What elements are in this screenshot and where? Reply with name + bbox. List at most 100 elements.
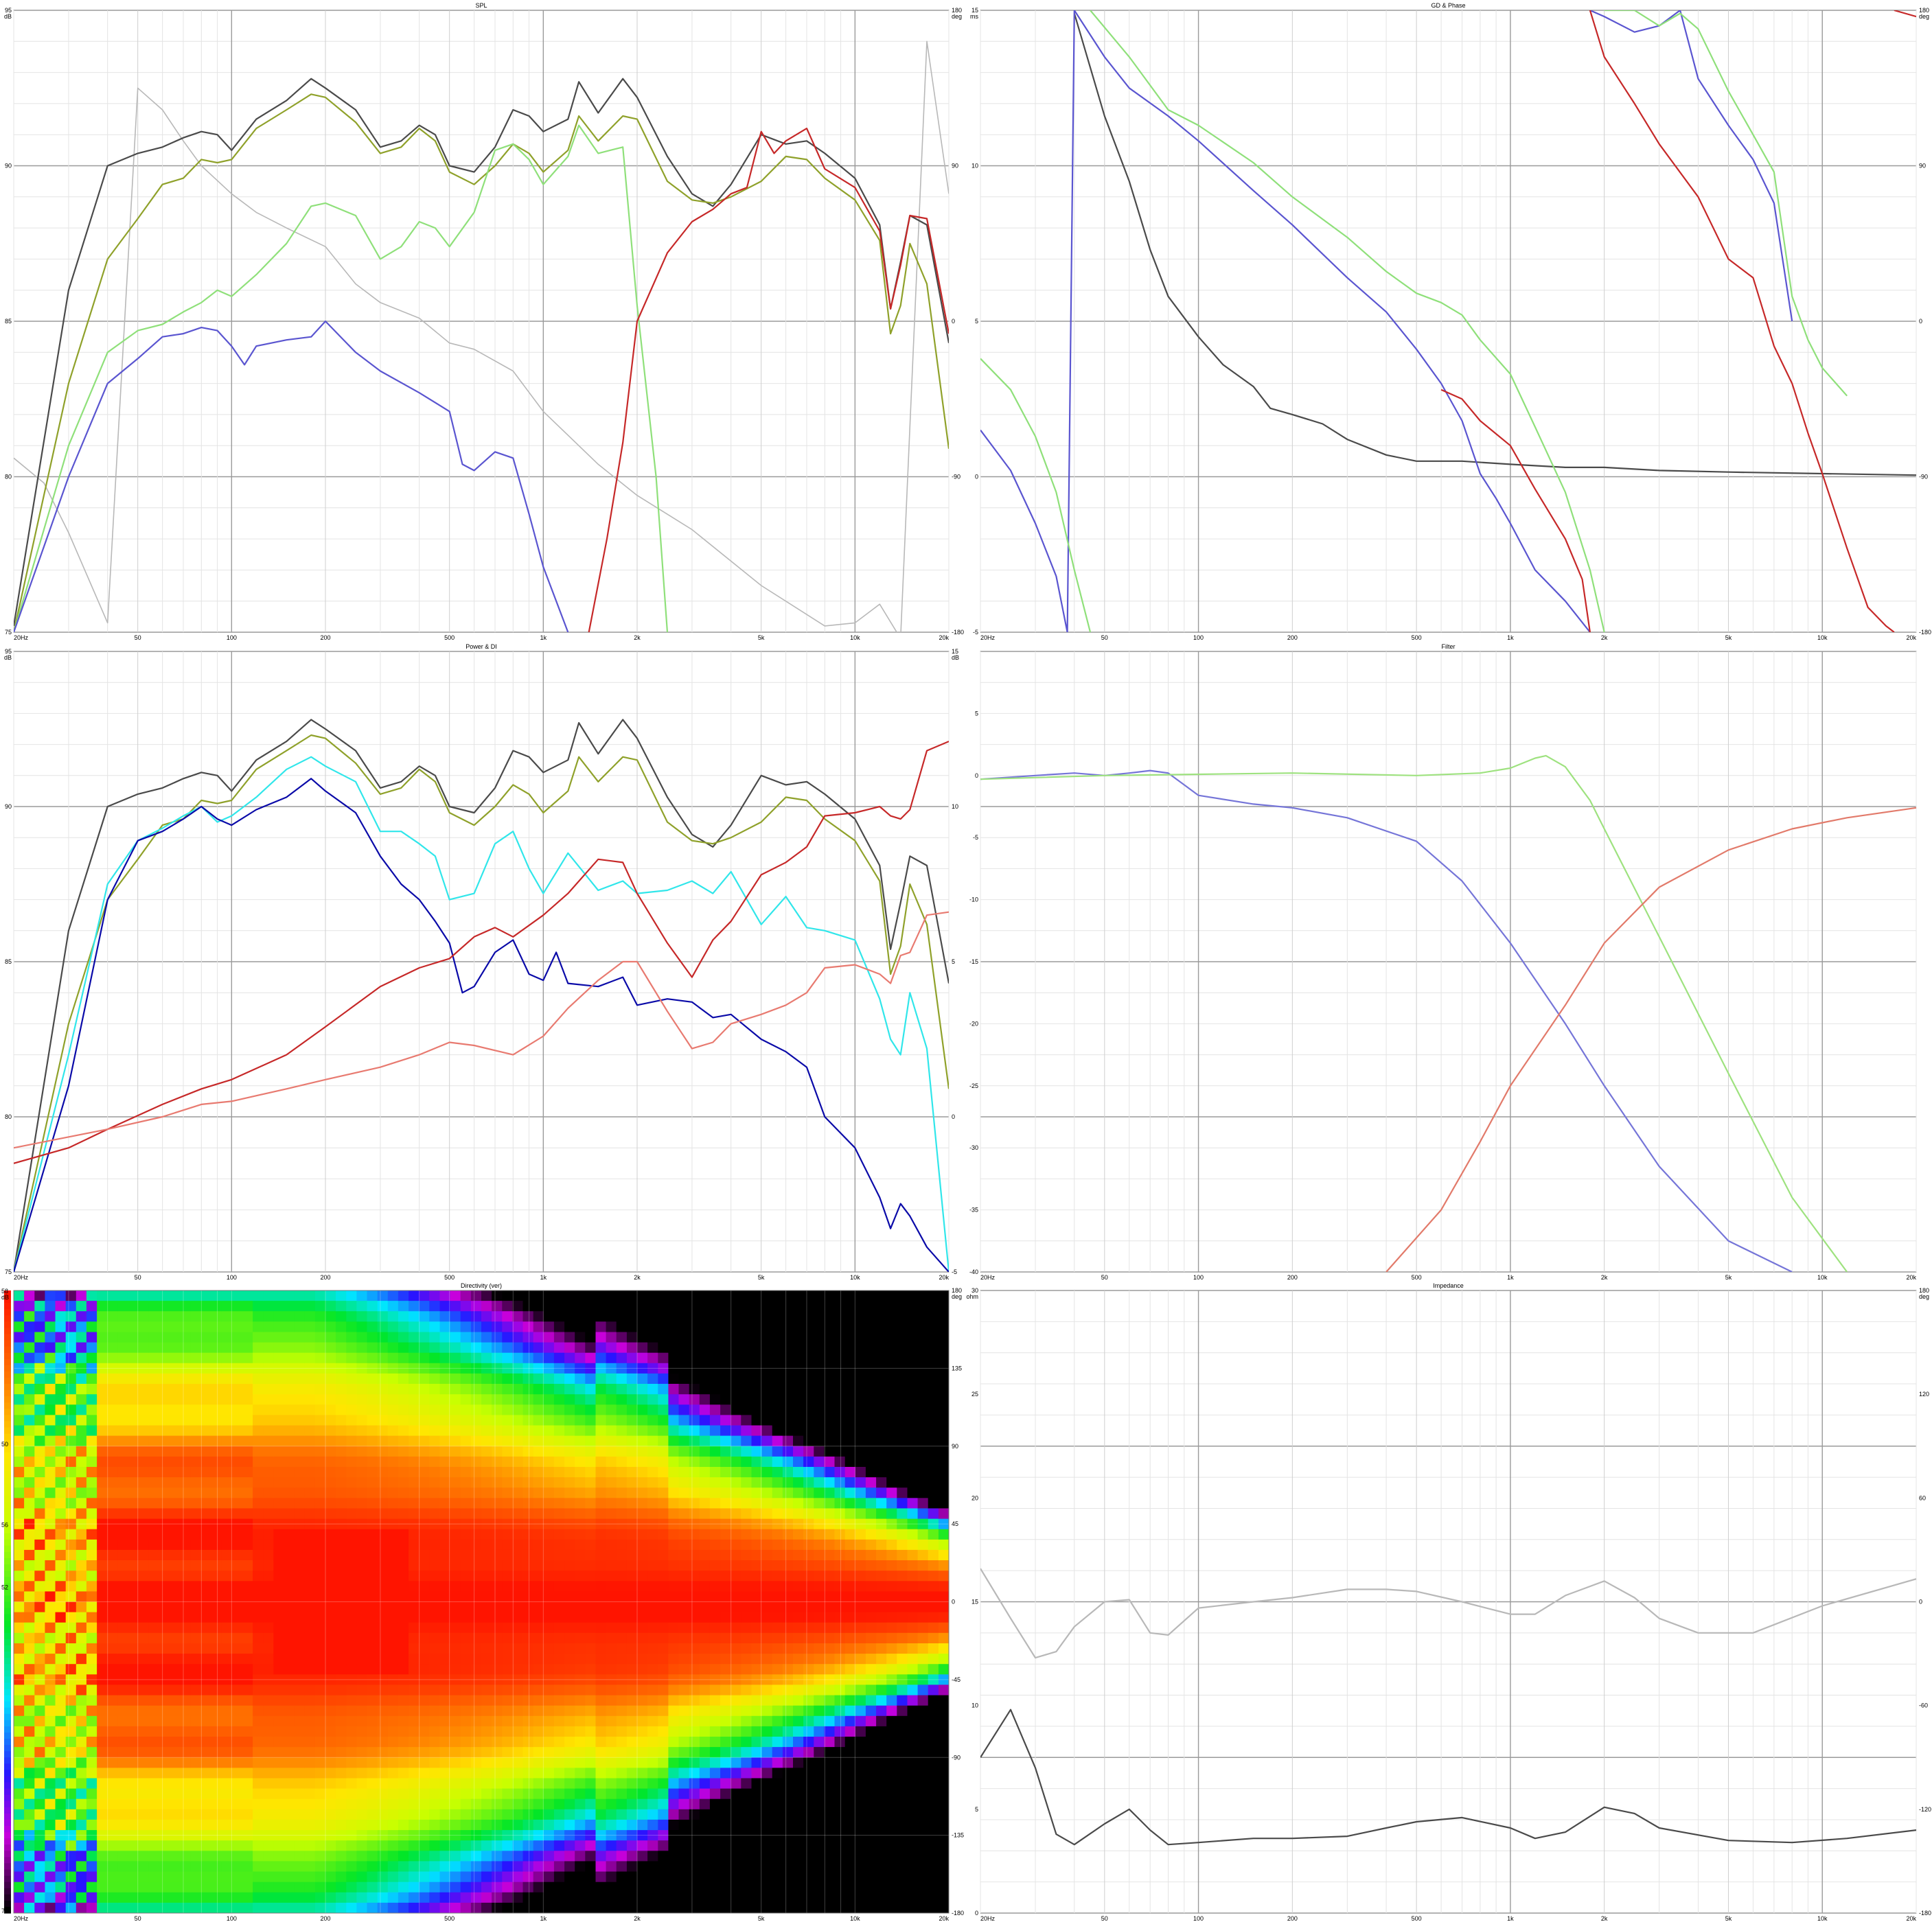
heatmap-cell <box>14 1591 25 1603</box>
heatmap-cell <box>533 1435 544 1447</box>
heatmap-cell <box>346 1809 357 1820</box>
heatmap-cell <box>76 1643 87 1654</box>
y-tick-label: -5 <box>973 629 978 636</box>
heatmap-cell <box>637 1560 648 1571</box>
heatmap-cell <box>180 1311 191 1322</box>
heatmap-cell <box>211 1529 222 1540</box>
heatmap-cell <box>34 1654 45 1665</box>
heatmap-cell <box>709 1342 721 1354</box>
heatmap-cell <box>231 1518 243 1530</box>
heatmap-cell <box>86 1571 97 1582</box>
heatmap-cell <box>699 1332 711 1343</box>
heatmap-cell <box>668 1695 680 1706</box>
heatmap-cell <box>814 1581 825 1592</box>
heatmap-cell <box>782 1737 794 1748</box>
heatmap-cell <box>284 1456 295 1468</box>
heatmap-cell <box>65 1871 77 1883</box>
heatmap-cell <box>751 1560 763 1571</box>
heatmap-cell <box>419 1788 430 1800</box>
heatmap-cell <box>387 1467 399 1478</box>
heatmap-cell <box>470 1446 482 1457</box>
heatmap-cell <box>481 1529 492 1540</box>
heatmap-cell <box>356 1477 368 1488</box>
heatmap-cell <box>761 1487 773 1498</box>
heatmap-cell <box>55 1715 67 1727</box>
heatmap-cell <box>533 1549 544 1561</box>
heatmap-cell <box>180 1332 191 1343</box>
heatmap-cell <box>803 1415 814 1426</box>
heatmap-cell <box>429 1487 440 1498</box>
heatmap-cell <box>460 1768 472 1779</box>
heatmap-cell <box>429 1654 440 1665</box>
heatmap-cell <box>741 1332 752 1343</box>
heatmap-cell <box>502 1654 513 1665</box>
heatmap-cell <box>709 1654 721 1665</box>
heatmap-cell <box>647 1798 658 1810</box>
heatmap-cell <box>128 1882 139 1893</box>
heatmap-cell <box>616 1654 628 1665</box>
heatmap-cell <box>761 1529 773 1540</box>
heatmap-cell <box>180 1508 191 1520</box>
heatmap-cell <box>502 1664 513 1675</box>
heatmap-cell <box>439 1830 451 1841</box>
heatmap-cell <box>678 1487 690 1498</box>
heatmap-cell <box>668 1415 680 1426</box>
heatmap-cell <box>180 1892 191 1903</box>
heatmap-cell <box>606 1549 617 1561</box>
heatmap-cell <box>200 1518 212 1530</box>
heatmap-cell <box>470 1425 482 1437</box>
heatmap-cell <box>658 1404 669 1415</box>
heatmap-cell <box>772 1301 783 1312</box>
heatmap-cell <box>253 1404 264 1415</box>
heatmap-cell <box>97 1695 108 1706</box>
heatmap-cell <box>367 1643 378 1654</box>
heatmap-cell <box>678 1508 690 1520</box>
heatmap-cell <box>336 1363 347 1374</box>
heatmap-cell <box>273 1622 284 1634</box>
heatmap-cell <box>65 1798 77 1810</box>
heatmap-cell <box>439 1321 451 1332</box>
heatmap-cell <box>263 1342 274 1354</box>
heatmap-cell <box>731 1674 741 1685</box>
heatmap-cell <box>761 1591 773 1603</box>
heatmap-cell <box>564 1571 575 1582</box>
heatmap-cell <box>481 1882 492 1893</box>
heatmap-cell <box>409 1737 419 1748</box>
heatmap-cell <box>595 1612 607 1623</box>
heatmap-cell <box>689 1529 700 1540</box>
heatmap-cell <box>575 1851 586 1862</box>
heatmap-cell <box>709 1902 721 1913</box>
heatmap-cell <box>637 1467 648 1478</box>
heatmap-cell <box>190 1664 201 1675</box>
heatmap-cell <box>460 1456 472 1468</box>
heatmap-cell <box>793 1384 804 1395</box>
heatmap-cell <box>76 1404 87 1415</box>
heatmap-cell <box>55 1830 67 1841</box>
heatmap-cell <box>793 1456 804 1468</box>
heatmap-cell <box>65 1508 77 1520</box>
heatmap-cell <box>336 1695 347 1706</box>
heatmap-cell <box>367 1508 378 1520</box>
heatmap-cell <box>606 1571 617 1582</box>
heatmap-cell <box>793 1321 804 1332</box>
heatmap-cell <box>668 1394 680 1405</box>
heatmap-cell <box>65 1446 77 1457</box>
heatmap-cell <box>522 1456 534 1468</box>
heatmap-cell <box>367 1892 378 1903</box>
heatmap-cell <box>97 1601 108 1613</box>
heatmap-cell <box>117 1902 128 1913</box>
heatmap-cell <box>190 1882 201 1893</box>
heatmap-cell <box>346 1529 357 1540</box>
heatmap-cell <box>575 1840 586 1851</box>
heatmap-cell <box>34 1726 45 1737</box>
heatmap-cell <box>460 1726 472 1737</box>
heatmap-cell <box>439 1726 451 1737</box>
heatmap-cell <box>65 1622 77 1634</box>
heatmap-cell <box>190 1674 201 1685</box>
heatmap-cell <box>419 1871 430 1883</box>
heatmap-cell <box>564 1518 575 1530</box>
heatmap-cell <box>159 1654 170 1665</box>
heatmap-cell <box>564 1632 575 1644</box>
heatmap-cell <box>128 1601 139 1613</box>
